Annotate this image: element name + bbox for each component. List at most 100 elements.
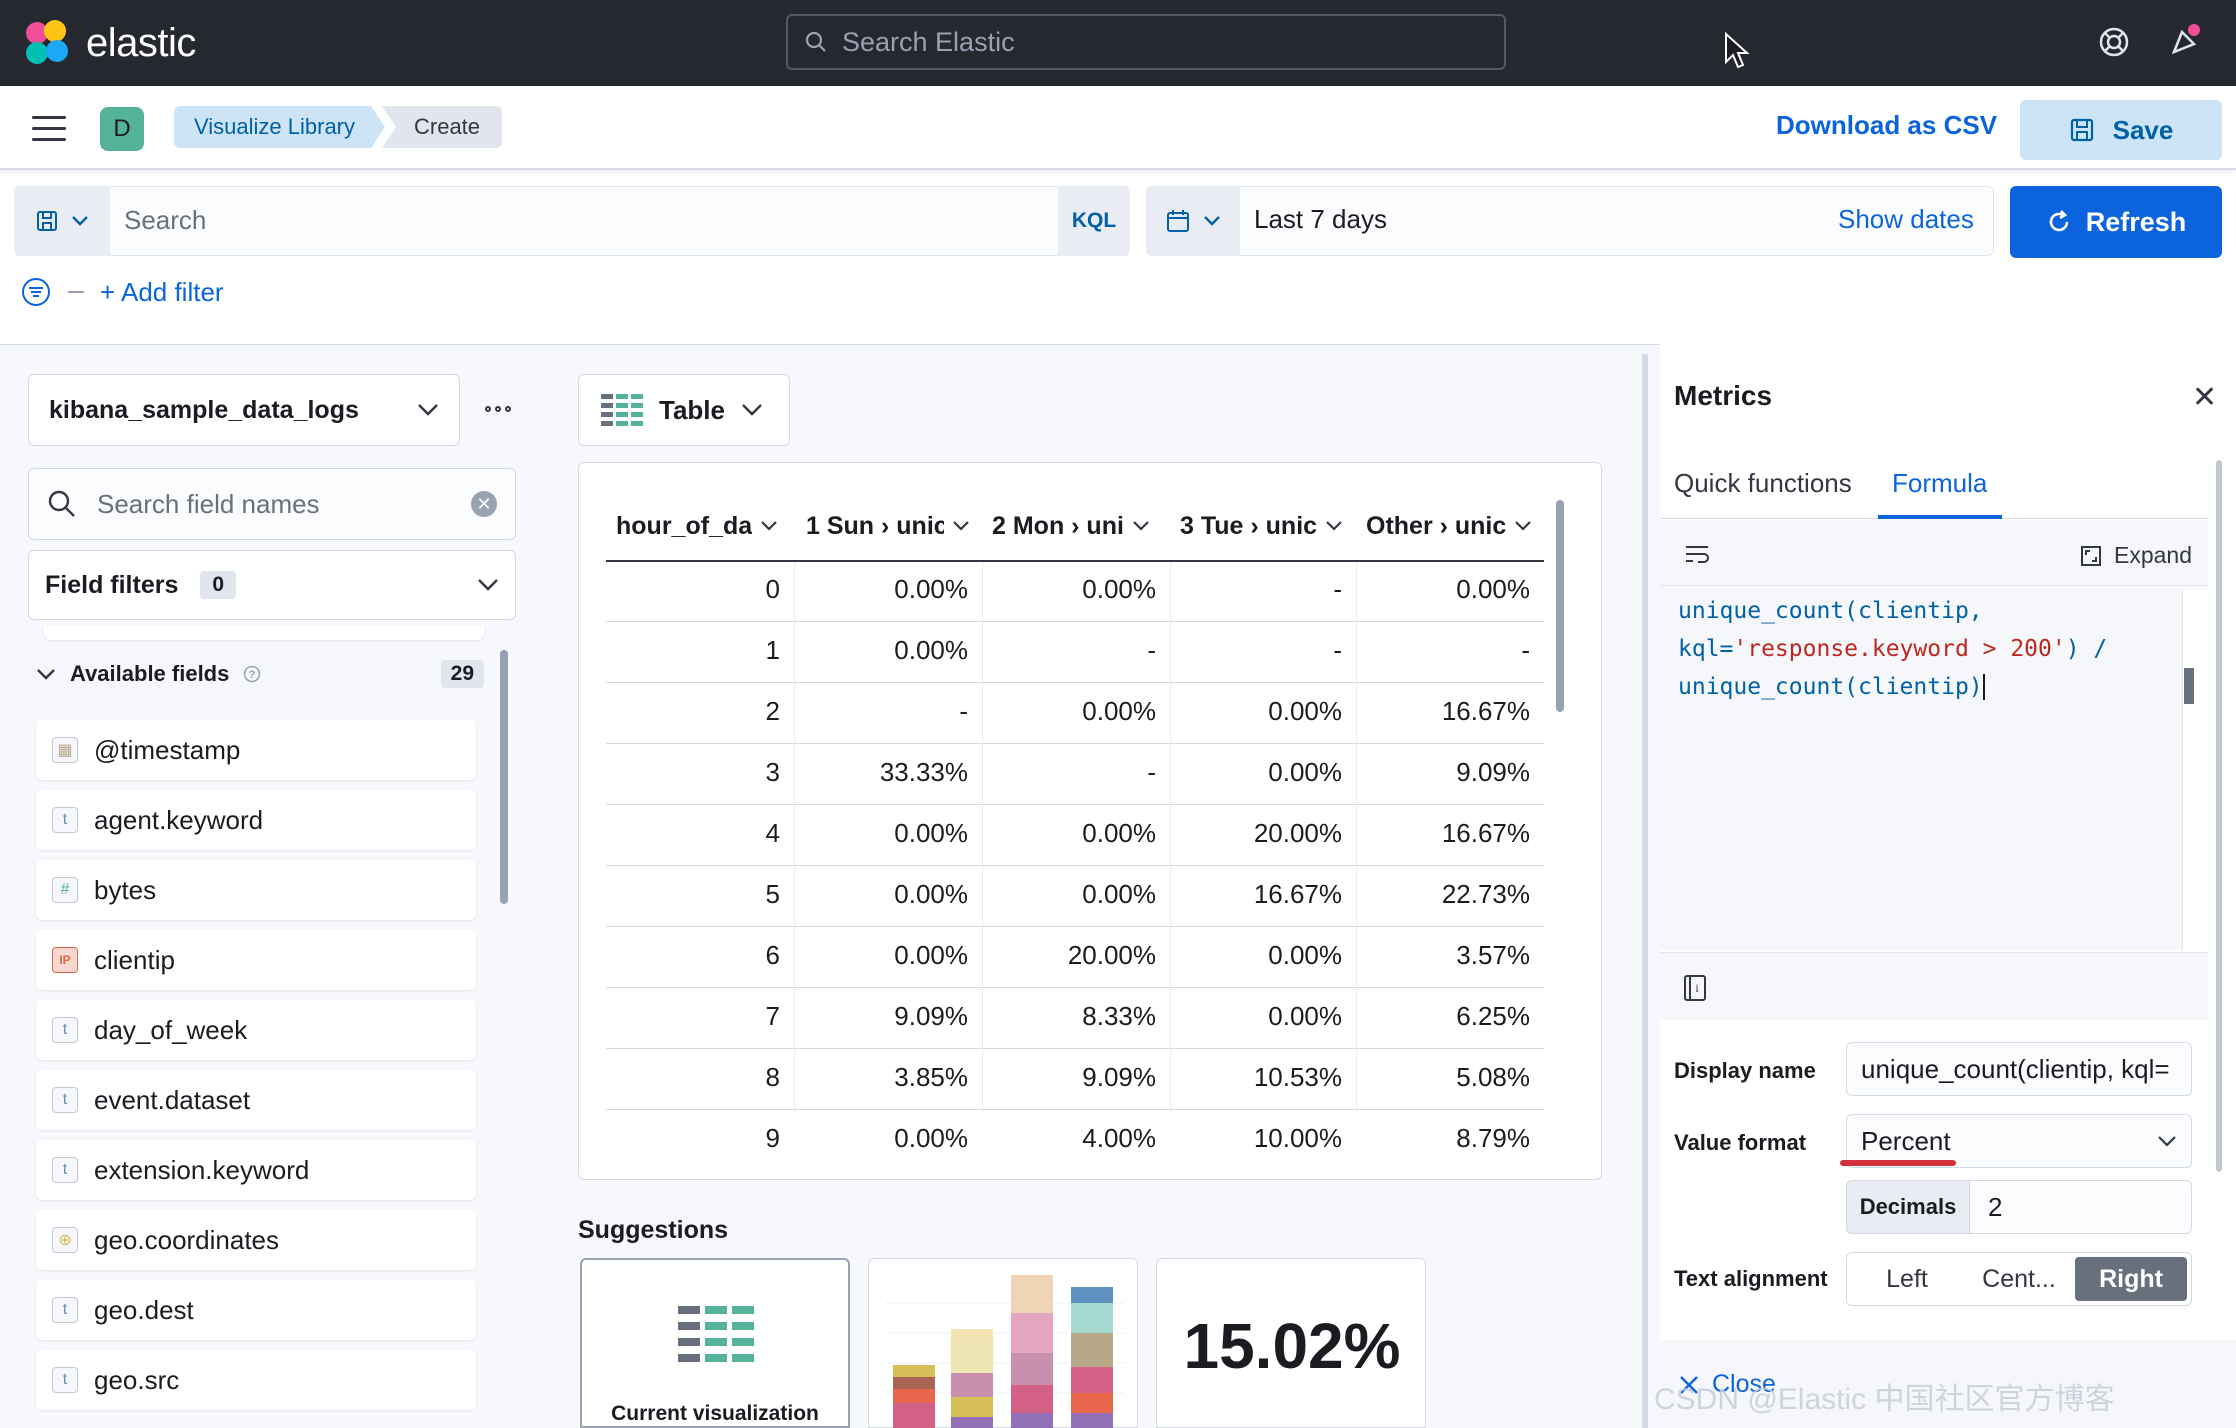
column-header[interactable]: Other › unic bbox=[1366, 506, 1540, 546]
tab-formula[interactable]: Formula bbox=[1892, 468, 1988, 498]
column-header[interactable]: 1 Sun › unic bbox=[806, 506, 978, 546]
word-wrap-icon[interactable] bbox=[1684, 544, 1710, 569]
refresh-label: Refresh bbox=[2085, 206, 2187, 237]
available-fields-header[interactable]: Available fields ? 29 bbox=[36, 660, 484, 688]
column-header[interactable]: hour_of_da bbox=[616, 506, 790, 546]
save-button[interactable]: Save bbox=[2020, 100, 2222, 160]
field-item[interactable]: t geo.dest bbox=[36, 1280, 476, 1340]
table-cell: 0.00% bbox=[1268, 696, 1342, 726]
align-center-button[interactable]: Cent... bbox=[1982, 1264, 2056, 1293]
elastic-logo-icon bbox=[26, 20, 72, 66]
formula-editor[interactable] bbox=[1660, 520, 2208, 950]
svg-text:i: i bbox=[1695, 981, 1699, 995]
field-item[interactable]: t extension.keyword bbox=[36, 1140, 476, 1200]
field-item[interactable]: t day_of_week bbox=[36, 1000, 476, 1060]
add-filter-button[interactable]: + Add filter bbox=[100, 276, 224, 307]
value-format-select[interactable]: Percent bbox=[1846, 1114, 2192, 1168]
table-scrollbar[interactable] bbox=[1556, 500, 1564, 712]
field-name: geo.src bbox=[94, 1364, 180, 1395]
saved-query-icon bbox=[37, 211, 57, 231]
table-cell: 0.00% bbox=[1268, 1001, 1342, 1031]
flyout-scrollbar[interactable] bbox=[2216, 460, 2222, 1172]
field-type-icon: t bbox=[52, 1157, 78, 1183]
table-cell: 8.79% bbox=[1456, 1123, 1530, 1153]
flyout-footer bbox=[1660, 1340, 2236, 1428]
panel-divider[interactable] bbox=[1642, 354, 1648, 1428]
field-item[interactable]: t event.dataset bbox=[36, 1070, 476, 1130]
breadcrumb-create: Create bbox=[382, 106, 503, 148]
field-name: clientip bbox=[94, 944, 175, 975]
sidebar-scrollbar[interactable] bbox=[500, 650, 508, 904]
global-search-input[interactable]: Search Elastic bbox=[786, 14, 1506, 70]
field-item[interactable]: ⊕ geo.coordinates bbox=[36, 1210, 476, 1270]
saved-query-button[interactable] bbox=[14, 186, 110, 256]
formula-code[interactable]: unique_count(clientip, kql='response.key… bbox=[1678, 592, 2107, 706]
editor-scrollbar[interactable] bbox=[2184, 668, 2194, 704]
field-item[interactable]: ▦ @timestamp bbox=[36, 720, 476, 780]
refresh-button[interactable]: Refresh bbox=[2010, 186, 2222, 258]
news-feed-icon[interactable] bbox=[2164, 18, 2208, 62]
display-name-input[interactable]: unique_count(clientip, kql= bbox=[1846, 1042, 2192, 1096]
field-type-icon: ▦ bbox=[52, 737, 78, 763]
table-cell: 5 bbox=[765, 879, 780, 909]
decimals-input[interactable]: 2 bbox=[1970, 1180, 2192, 1234]
query-input[interactable]: Search bbox=[124, 205, 207, 235]
table-cell: 0.00% bbox=[894, 940, 968, 970]
elastic-logo[interactable]: elastic bbox=[26, 18, 196, 68]
show-dates-link[interactable]: Show dates bbox=[1838, 204, 1974, 234]
field-item[interactable]: # bytes bbox=[36, 860, 476, 920]
field-type-icon: t bbox=[52, 1297, 78, 1323]
field-name: agent.keyword bbox=[94, 804, 264, 835]
available-fields-count: 29 bbox=[440, 660, 484, 688]
table-cell: 10.00% bbox=[1253, 1123, 1342, 1153]
column-divider bbox=[982, 562, 983, 1112]
breadcrumb-visualize-library[interactable]: Visualize Library bbox=[174, 106, 385, 148]
field-search-input[interactable]: Search field names ✕ bbox=[28, 468, 516, 540]
field-name: geo.dest bbox=[94, 1294, 194, 1325]
help-icon[interactable] bbox=[2092, 20, 2136, 64]
text-alignment-group: Left Cent... Right bbox=[1846, 1252, 2192, 1306]
field-name: extension.keyword bbox=[94, 1154, 310, 1185]
expand-button[interactable]: Expand bbox=[2080, 542, 2192, 569]
index-pattern-select[interactable]: kibana_sample_data_logs bbox=[28, 374, 460, 446]
column-header-label: Other › unic bbox=[1366, 511, 1506, 540]
align-left-button[interactable]: Left bbox=[1886, 1264, 1928, 1293]
suggestion-stacked-bar[interactable] bbox=[868, 1258, 1138, 1428]
close-button[interactable]: Close bbox=[1678, 1370, 1776, 1399]
svg-text:?: ? bbox=[249, 669, 256, 681]
table-row-divider bbox=[606, 987, 1544, 988]
column-header[interactable]: 2 Mon › uni bbox=[992, 506, 1166, 546]
date-range-label[interactable]: Last 7 days bbox=[1254, 204, 1387, 234]
date-quick-menu-button[interactable] bbox=[1146, 186, 1240, 256]
close-icon[interactable]: ✕ bbox=[2192, 381, 2218, 414]
field-type-icon: ⊕ bbox=[52, 1227, 78, 1253]
suggestion-current[interactable]: Current visualization bbox=[580, 1258, 850, 1428]
column-header-label: 3 Tue › unic bbox=[1180, 511, 1318, 540]
column-header[interactable]: 3 Tue › unic bbox=[1180, 506, 1352, 546]
field-item[interactable]: t geo.src bbox=[36, 1350, 476, 1410]
chart-type-switcher[interactable]: Table bbox=[578, 374, 790, 446]
more-actions-icon[interactable] bbox=[476, 394, 520, 424]
info-icon[interactable]: ? bbox=[243, 665, 261, 683]
save-label: Save bbox=[2112, 114, 2174, 145]
documentation-icon[interactable]: i bbox=[1682, 974, 1708, 1007]
field-item[interactable]: t agent.keyword bbox=[36, 790, 476, 850]
align-right-button[interactable]: Right bbox=[2075, 1257, 2187, 1301]
table-cell: 6 bbox=[765, 940, 780, 970]
query-language-button[interactable]: KQL bbox=[1058, 186, 1130, 256]
download-csv-link[interactable]: Download as CSV bbox=[1776, 110, 1998, 140]
mouse-cursor-icon bbox=[1724, 31, 1750, 75]
column-header-label: hour_of_da bbox=[616, 511, 753, 540]
table-cell: 9.09% bbox=[1456, 757, 1530, 787]
field-filters-count: 0 bbox=[200, 571, 237, 599]
field-item[interactable]: IP clientip bbox=[36, 930, 476, 990]
clear-search-icon[interactable]: ✕ bbox=[471, 491, 497, 517]
suggestion-metric[interactable]: 15.02% bbox=[1156, 1258, 1426, 1428]
table-header-divider bbox=[606, 560, 1544, 562]
chevron-down-icon bbox=[761, 521, 777, 531]
menu-toggle-icon[interactable] bbox=[32, 116, 66, 142]
field-filters-toggle[interactable]: Field filters 0 bbox=[28, 550, 516, 620]
space-avatar[interactable]: D bbox=[100, 107, 144, 151]
tab-quick-functions[interactable]: Quick functions bbox=[1674, 468, 1852, 498]
filter-menu-icon[interactable] bbox=[20, 276, 52, 308]
